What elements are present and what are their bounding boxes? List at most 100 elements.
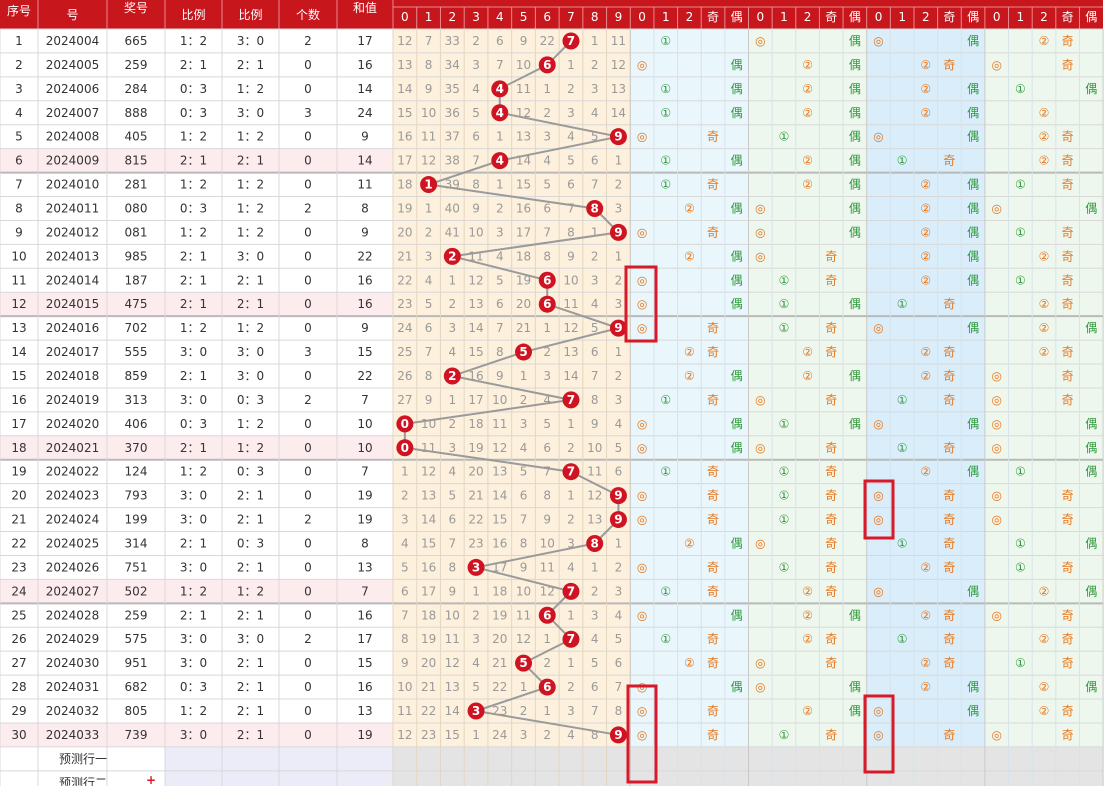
miss-count: 23	[421, 728, 436, 742]
predict-add[interactable]: +	[146, 773, 156, 786]
miss-count: 2	[472, 608, 480, 622]
row-bg	[0, 364, 393, 388]
row-bg	[0, 435, 393, 460]
cell-seq: 24	[11, 584, 26, 598]
digit-header: 7	[567, 10, 575, 24]
parity-mark: 奇	[1062, 273, 1074, 287]
cell-oe: 2：1	[180, 536, 207, 550]
miss-count: 9	[496, 369, 504, 383]
cell-sum: 19	[357, 513, 372, 527]
miss-count: 1	[449, 393, 457, 407]
miss-count: 4	[591, 632, 599, 646]
miss-count: 4	[567, 560, 575, 574]
miss-count: 11	[397, 704, 412, 718]
route-mark: ②	[684, 201, 695, 215]
parity-mark: 奇	[943, 536, 955, 550]
miss-count: 1	[567, 489, 575, 503]
cell-seq: 7	[15, 178, 23, 192]
route-header: 2	[922, 10, 930, 24]
ball-number: 9	[614, 321, 622, 335]
miss-count: 2	[520, 704, 528, 718]
route-mark: ◎	[991, 728, 1001, 742]
ball-number: 6	[543, 608, 551, 622]
parity-mark: 奇	[943, 441, 955, 455]
parity-mark: 奇	[707, 560, 719, 574]
route-mark: ①	[779, 489, 790, 503]
parity-mark: 奇	[707, 393, 719, 407]
miss-count: 4	[591, 106, 599, 120]
cell-oe: 3：0	[180, 560, 207, 574]
miss-count: 3	[615, 393, 623, 407]
miss-count: 22	[421, 704, 436, 718]
ball	[515, 654, 533, 672]
miss-count: 5	[472, 106, 480, 120]
cell-bs: 1：2	[237, 82, 264, 96]
row-bg	[0, 172, 393, 197]
route-mark: ②	[920, 656, 931, 670]
miss-count: 5	[496, 273, 504, 287]
parity-mark: 偶	[849, 297, 861, 311]
cell-num: 199	[125, 513, 148, 527]
miss-count: 2	[591, 58, 599, 72]
miss-count: 13	[611, 82, 626, 96]
miss-count: 18	[468, 417, 483, 431]
miss-count: 2	[520, 393, 528, 407]
parity-mark: 偶	[1085, 82, 1097, 96]
route-mark: ①	[660, 154, 671, 168]
miss-count: 8	[449, 560, 457, 574]
cell-oe: 2：1	[180, 297, 207, 311]
cell-rep: 2	[304, 393, 312, 407]
parity-mark: 奇	[1062, 225, 1074, 239]
cell-bs: 2：1	[237, 297, 264, 311]
cell-issue: 2024026	[46, 560, 99, 574]
miss-count: 16	[421, 560, 436, 574]
miss-count: 2	[401, 489, 409, 503]
ball	[396, 439, 414, 457]
ball	[562, 391, 580, 409]
miss-count: 1	[567, 58, 575, 72]
route-mark: ②	[920, 225, 931, 239]
cell-sum: 19	[357, 489, 372, 503]
parity-mark: 偶	[849, 225, 861, 239]
miss-count: 14	[445, 704, 460, 718]
cell-rep: 0	[304, 489, 312, 503]
miss-count: 4	[449, 345, 457, 359]
parity-mark: 偶	[849, 106, 861, 120]
route-mark: ②	[920, 201, 931, 215]
parity-mark: 奇	[1062, 728, 1074, 742]
parity-mark: 奇	[825, 465, 837, 479]
cell-seq: 27	[11, 656, 26, 670]
miss-count: 1	[615, 249, 623, 263]
route-mark: ①	[660, 632, 671, 646]
miss-count: 5	[543, 178, 551, 192]
row-bg	[0, 148, 393, 173]
cell-issue: 2024012	[46, 225, 99, 239]
cell-issue: 2024008	[46, 130, 99, 144]
miss-count: 10	[563, 273, 578, 287]
cell-rep: 0	[304, 704, 312, 718]
miss-count: 2	[615, 273, 623, 287]
miss-count: 7	[496, 321, 504, 335]
cell-oe: 1：2	[180, 34, 207, 48]
cell-bs: 0：3	[237, 465, 264, 479]
ball	[586, 534, 604, 552]
miss-count: 6	[615, 465, 623, 479]
row-bg	[0, 124, 393, 149]
cell-bs: 3：0	[237, 34, 264, 48]
miss-count: 1	[401, 465, 409, 479]
parity-mark: 奇	[707, 489, 719, 503]
miss-count: 8	[591, 393, 599, 407]
cell-issue: 2024033	[46, 728, 99, 742]
route-mark: ◎	[637, 489, 647, 503]
row-bg	[0, 531, 393, 556]
cell-bs: 1：2	[237, 441, 264, 455]
cell-seq: 10	[11, 249, 26, 263]
miss-count: 2	[567, 680, 575, 694]
row-bg	[0, 196, 393, 221]
miss-count: 11	[421, 441, 436, 455]
route-header: 奇	[707, 10, 719, 24]
parity-mark: 偶	[731, 417, 743, 431]
route-mark: ◎	[991, 441, 1001, 455]
miss-count: 10	[421, 106, 436, 120]
row-bg	[0, 316, 393, 341]
